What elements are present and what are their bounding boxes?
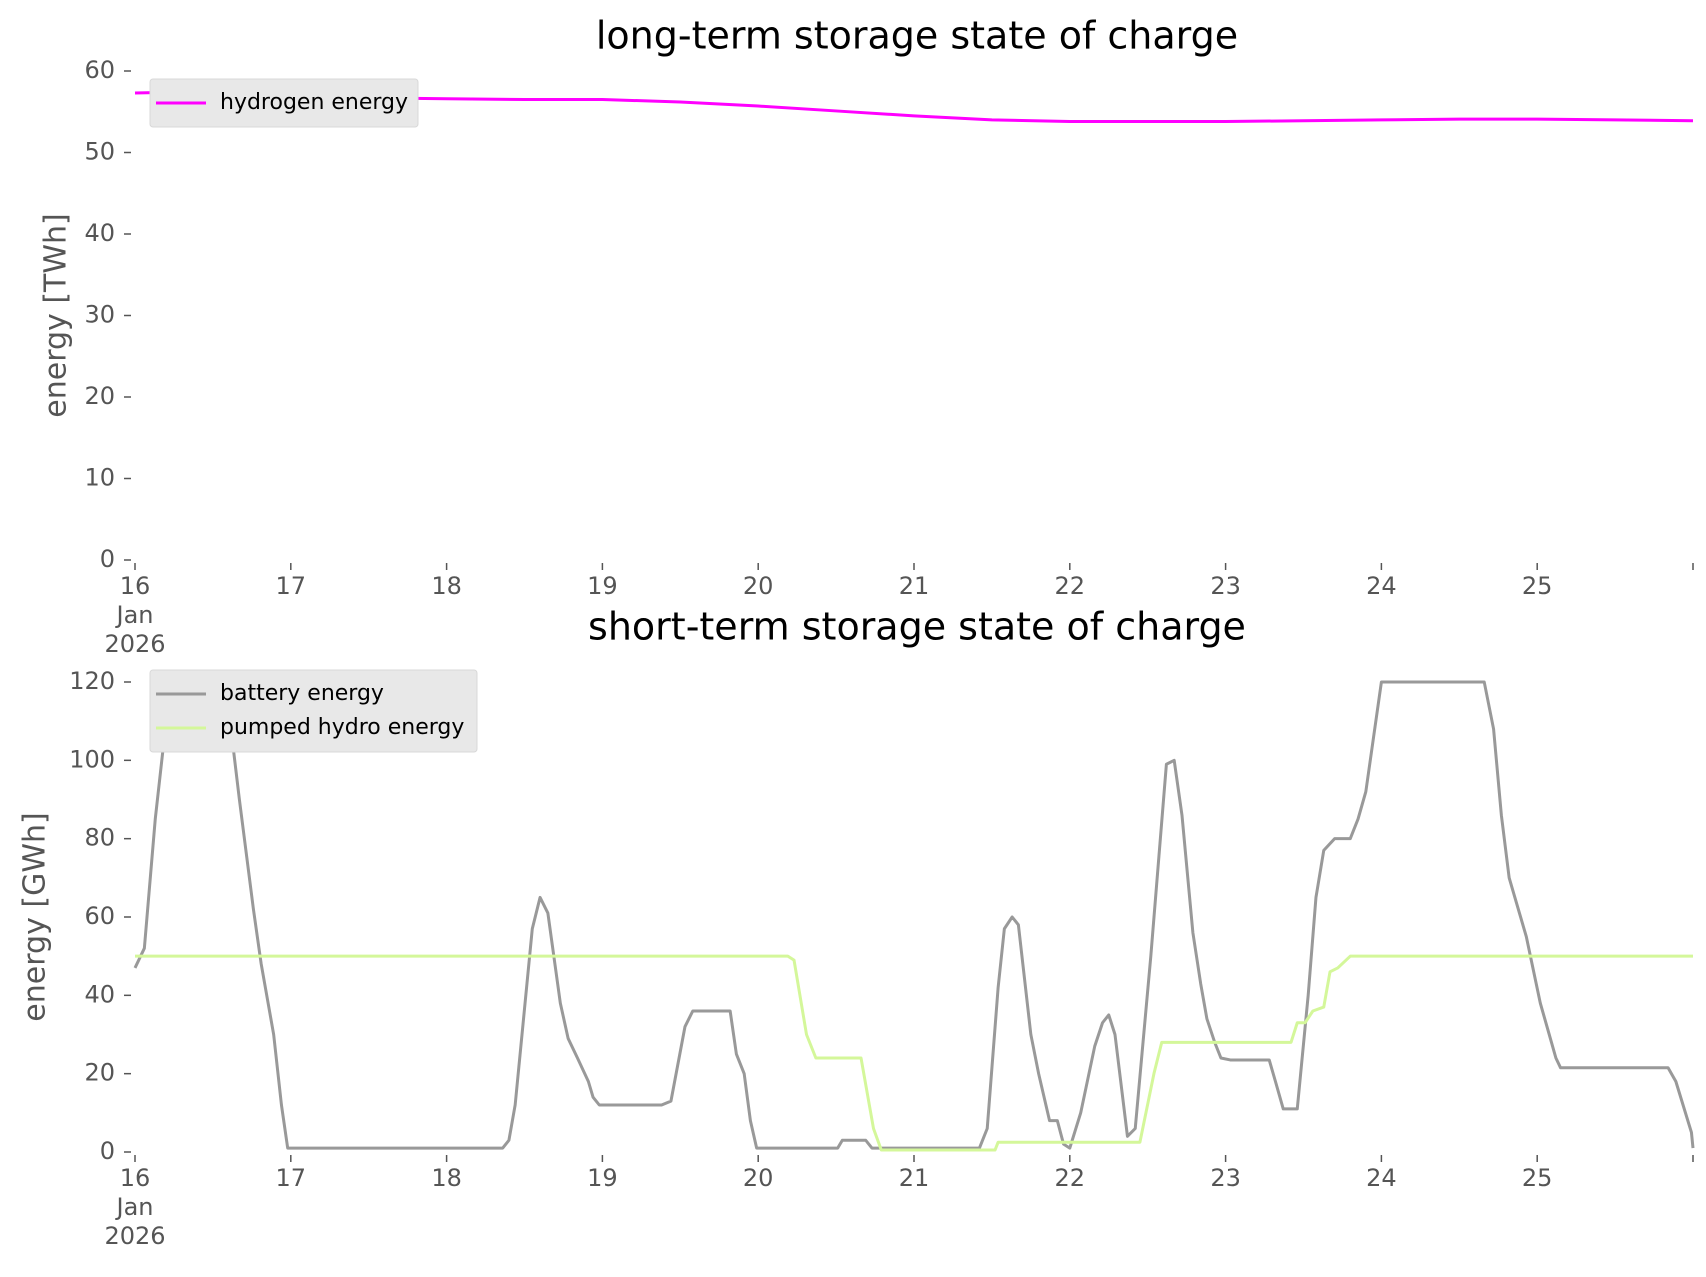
y-axis-label: energy [GWh]: [18, 812, 53, 1021]
x-tick-label: 20: [742, 572, 774, 600]
y-axis-label: energy [TWh]: [39, 213, 74, 417]
y-tick-label: 0: [100, 1137, 115, 1165]
y-tick-label: 60: [84, 56, 115, 84]
x-tick-label: 21: [898, 572, 930, 600]
legend-label: hydrogen energy: [220, 90, 408, 115]
x-tick-label: 23: [1210, 1164, 1241, 1192]
x-tick-label: 18: [431, 572, 462, 600]
y-tick-label: 40: [84, 980, 115, 1008]
y-tick-label: 20: [84, 1059, 115, 1087]
y-tick-label: 30: [84, 301, 115, 329]
series-line: [133, 680, 1695, 1150]
x-tick-label: 17: [275, 1164, 307, 1192]
chart-title: short-term storage state of charge: [588, 605, 1246, 649]
x-tick-label: 25: [1521, 1164, 1553, 1192]
x-tick-label: 19: [587, 1164, 618, 1192]
y-tick-label: 60: [84, 902, 115, 930]
x-tick-label: 24: [1366, 1164, 1397, 1192]
x-tick-label: 20: [742, 1164, 774, 1192]
legend-box: [149, 78, 419, 128]
x-tick-label: 23: [1210, 572, 1241, 600]
x-tick-label: 17: [275, 572, 307, 600]
x-tick-label: 18: [431, 1164, 462, 1192]
series-line: [135, 954, 1693, 1152]
x-tick-label: 22: [1054, 1164, 1086, 1192]
y-tick-label: 100: [69, 745, 115, 773]
y-tick-label: 50: [84, 138, 115, 166]
x-tick-label: 16 Jan 2026: [104, 1164, 166, 1250]
y-tick-label: 120: [69, 667, 115, 695]
legend-label: pumped hydro energy: [220, 715, 464, 740]
y-tick-label: 80: [84, 824, 115, 852]
legend-box: [149, 669, 478, 753]
y-tick-label: 20: [84, 382, 115, 410]
y-tick-label: 0: [100, 545, 115, 573]
y-tick-label: 10: [84, 464, 115, 492]
x-tick-label: 22: [1054, 572, 1086, 600]
x-tick-label: 25: [1521, 572, 1553, 600]
chart-title: long-term storage state of charge: [596, 14, 1238, 58]
x-tick-label: 21: [898, 1164, 930, 1192]
x-tick-label: 16 Jan 2026: [104, 572, 166, 658]
x-tick-label: 24: [1366, 572, 1397, 600]
x-tick-label: 19: [587, 572, 618, 600]
y-tick-label: 40: [84, 219, 115, 247]
legend-label: battery energy: [220, 681, 384, 706]
